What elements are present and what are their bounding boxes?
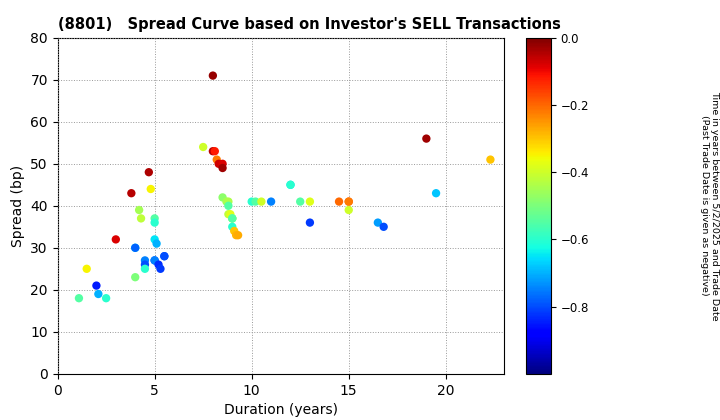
Point xyxy=(155,265,166,272)
Point xyxy=(207,148,219,155)
Point xyxy=(227,223,238,230)
Point xyxy=(343,198,354,205)
Point xyxy=(250,198,261,205)
Point xyxy=(284,181,296,188)
Point xyxy=(333,198,345,205)
Point xyxy=(158,253,170,260)
Point xyxy=(133,207,145,213)
Point xyxy=(153,261,164,268)
Point xyxy=(149,257,161,264)
Point xyxy=(284,181,296,188)
Point xyxy=(209,148,220,155)
Point xyxy=(228,228,240,234)
Point xyxy=(343,207,354,213)
Text: Time in years between 5/2/2025 and Trade Date
(Past Trade Date is given as negat: Time in years between 5/2/2025 and Trade… xyxy=(700,91,719,320)
Point xyxy=(110,236,122,243)
Y-axis label: Spread (bp): Spread (bp) xyxy=(11,165,24,247)
Point xyxy=(149,215,161,222)
Point xyxy=(304,198,315,205)
Point xyxy=(125,190,137,197)
Point xyxy=(217,165,228,171)
Point xyxy=(149,219,161,226)
Point xyxy=(304,219,315,226)
Point xyxy=(266,198,277,205)
Point xyxy=(130,244,141,251)
Point xyxy=(372,219,384,226)
Point xyxy=(139,265,150,272)
Point xyxy=(225,211,236,218)
Point xyxy=(222,202,234,209)
Point xyxy=(213,160,225,167)
Point xyxy=(222,198,234,205)
Point xyxy=(139,261,150,268)
Point xyxy=(246,198,258,205)
Point xyxy=(73,295,85,302)
Point xyxy=(130,244,141,251)
Point xyxy=(256,198,267,205)
Point xyxy=(81,265,92,272)
Point xyxy=(93,291,104,297)
Point xyxy=(227,215,238,222)
Point xyxy=(149,236,161,243)
Point xyxy=(227,215,238,222)
Point xyxy=(145,186,156,192)
Point xyxy=(91,282,102,289)
Point xyxy=(139,257,150,264)
X-axis label: Duration (years): Duration (years) xyxy=(224,403,338,417)
Point xyxy=(378,223,390,230)
Point xyxy=(485,156,496,163)
Point xyxy=(149,257,161,264)
Point xyxy=(222,211,234,218)
Point xyxy=(431,190,442,197)
Point xyxy=(143,169,155,176)
Point xyxy=(420,135,432,142)
Point xyxy=(158,253,170,260)
Point xyxy=(294,198,306,205)
Point xyxy=(221,198,233,205)
Point xyxy=(100,295,112,302)
Point xyxy=(150,240,162,247)
Point xyxy=(211,156,222,163)
Point xyxy=(207,72,219,79)
Point xyxy=(343,198,354,205)
Point xyxy=(233,232,244,239)
Point xyxy=(227,215,238,222)
Point xyxy=(230,232,242,239)
Point xyxy=(197,144,209,150)
Point xyxy=(217,194,228,201)
Point xyxy=(130,274,141,281)
Point xyxy=(135,215,147,222)
Text: (8801)   Spread Curve based on Investor's SELL Transactions: (8801) Spread Curve based on Investor's … xyxy=(58,18,560,32)
Point xyxy=(217,160,228,167)
